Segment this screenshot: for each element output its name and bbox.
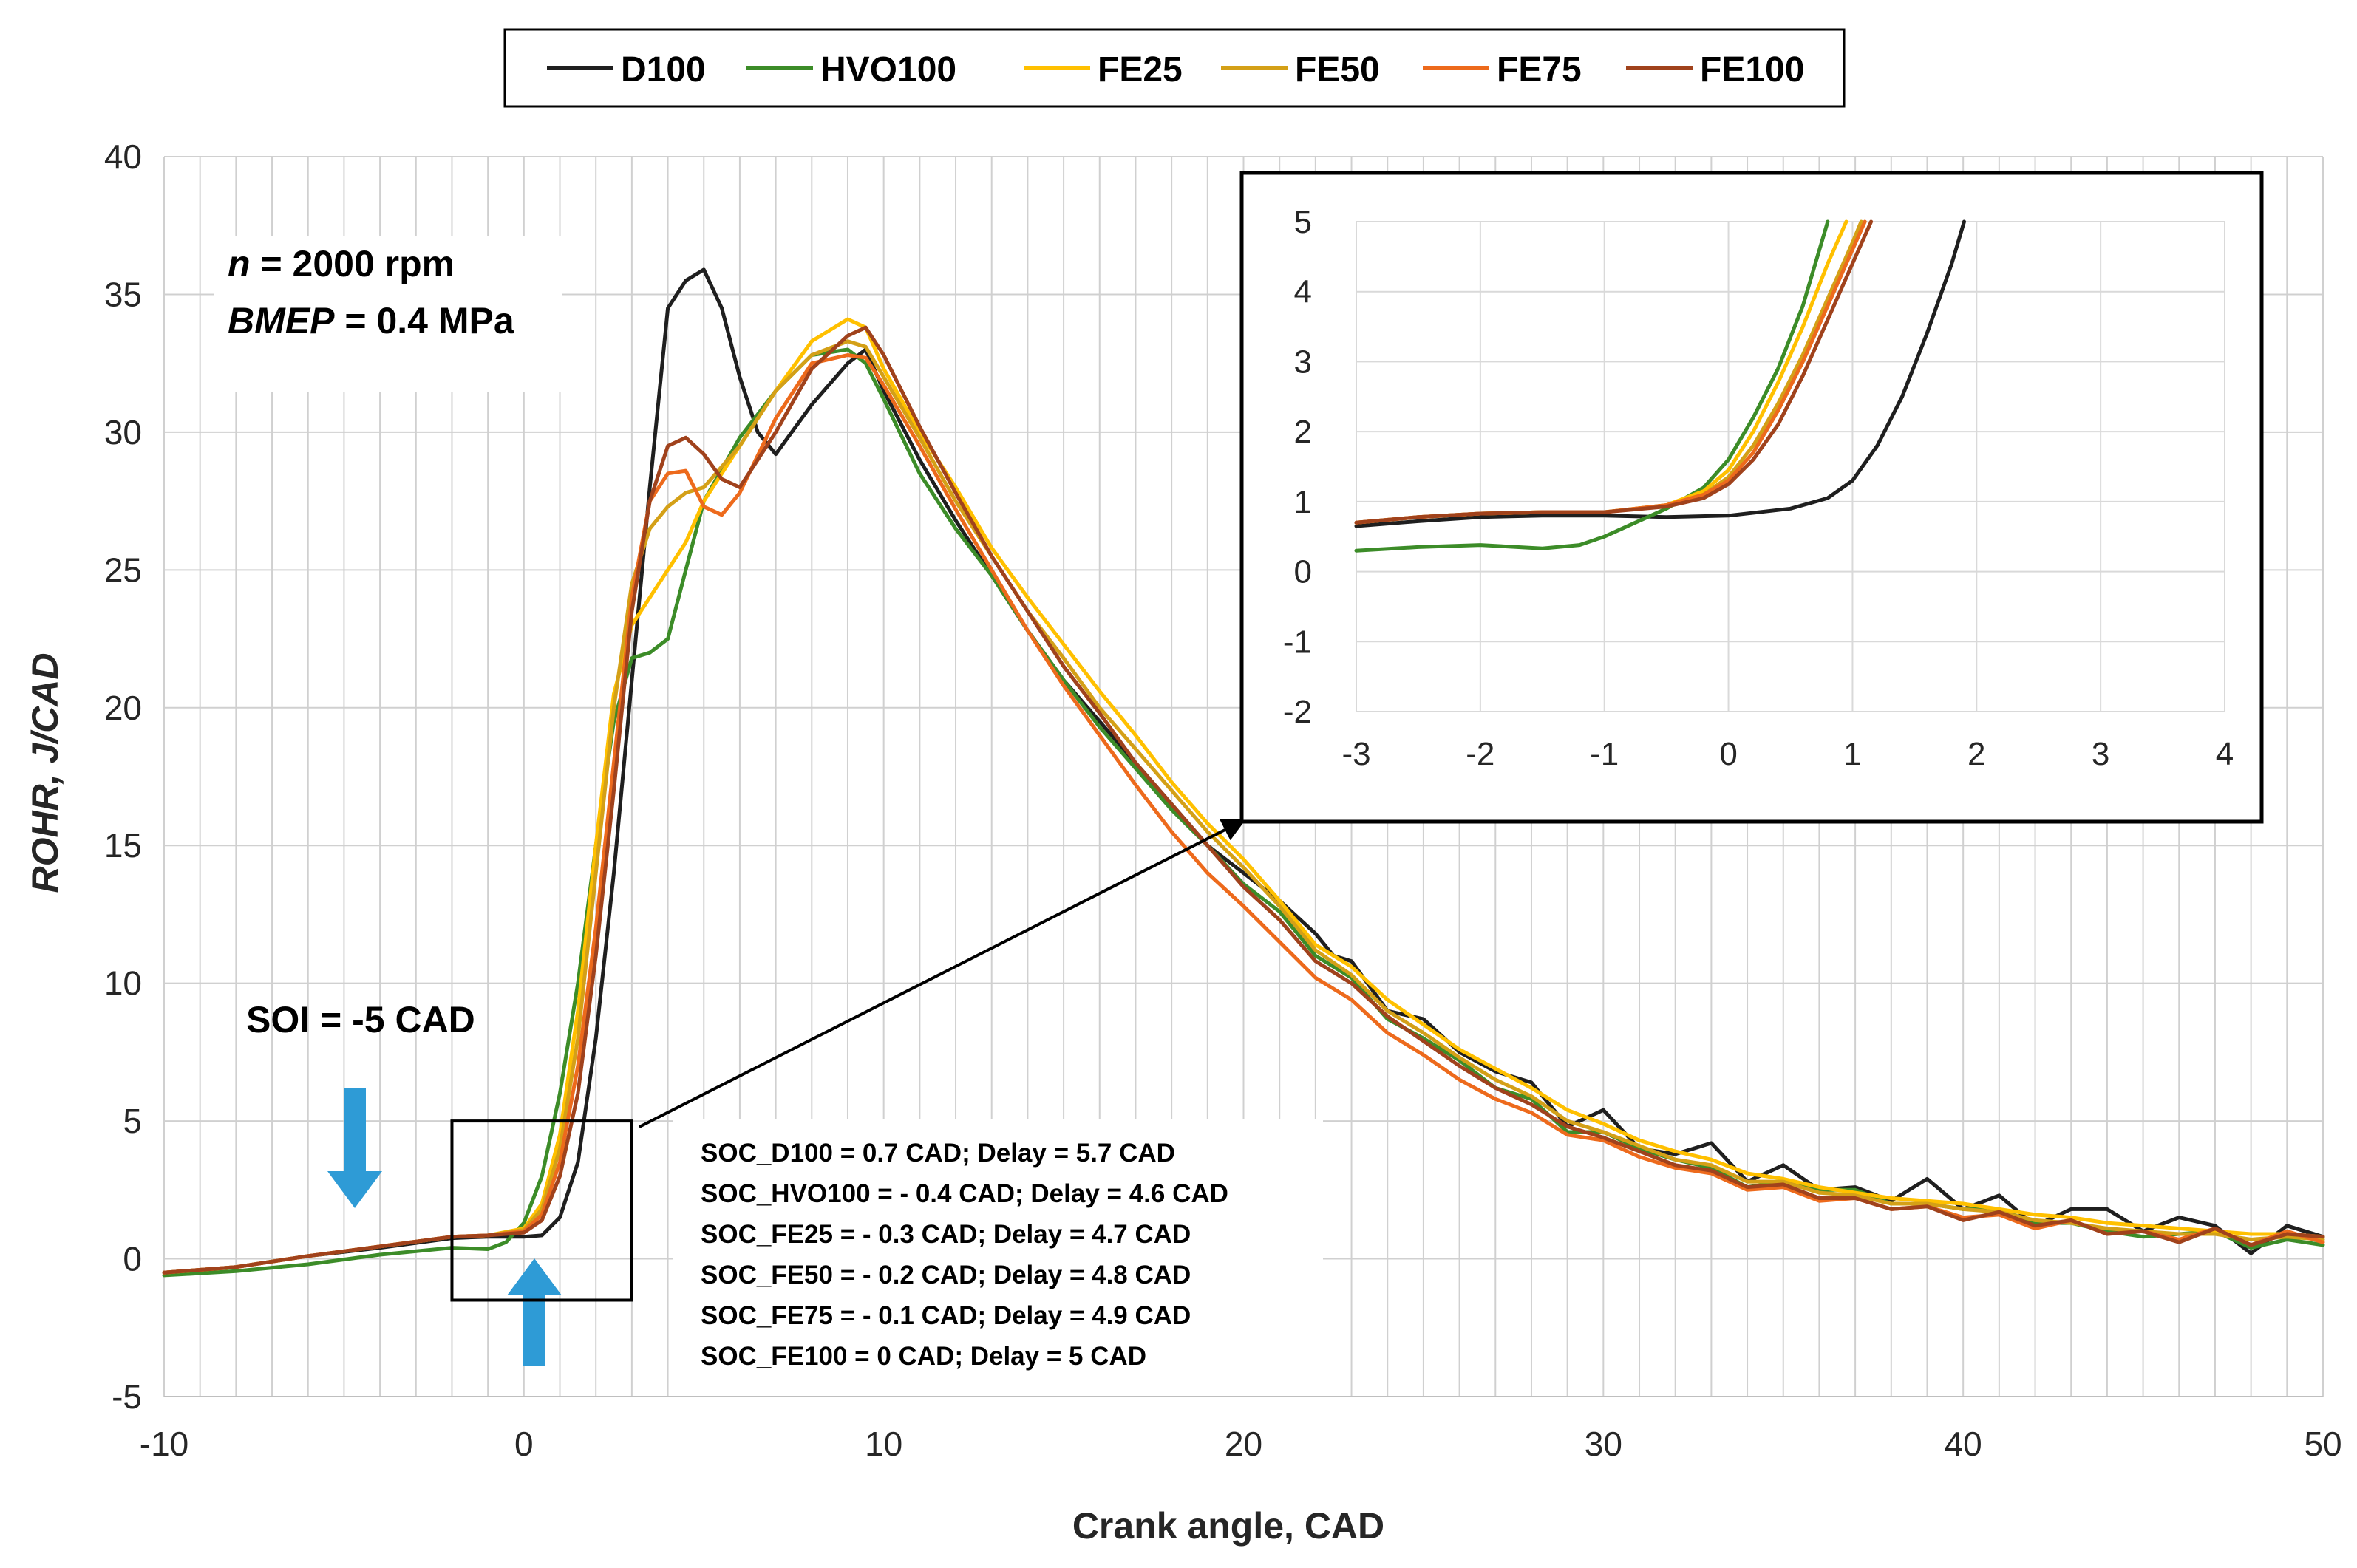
x-axis-label: Crank angle, CAD — [1072, 1505, 1384, 1547]
x-tick-label: 40 — [1945, 1425, 1982, 1463]
soc-line-3: SOC_FE50 = - 0.2 CAD; Delay = 4.8 CAD — [701, 1261, 1191, 1289]
soc-up-arrow-icon — [507, 1258, 562, 1366]
y-tick-label: 0 — [123, 1240, 142, 1278]
conditions-line-1: n = 2000 rpm — [228, 243, 455, 284]
conditions-var-2: BMEP — [228, 300, 335, 341]
inset-x-tick-label: -3 — [1341, 736, 1370, 772]
inset-x-tick-label: 3 — [2092, 736, 2109, 772]
y-tick-label: -5 — [112, 1377, 142, 1416]
conditions-var-1: n — [228, 243, 251, 284]
inset-series-line-d100 — [1354, 219, 1966, 528]
legend: D100 HVO100 FE25 FE50 FE75 FE100 — [503, 28, 1846, 108]
series-line-fe50 — [162, 339, 2325, 1275]
x-tick-label: 0 — [514, 1425, 534, 1463]
x-tick-label: 30 — [1585, 1425, 1622, 1463]
y-tick-label: 10 — [104, 964, 142, 1003]
inset-y-tick-label: 1 — [1294, 484, 1312, 520]
inset-frame — [1239, 171, 2264, 824]
series-lines — [162, 267, 2325, 1278]
y-axis-label: ROHR, J/CAD — [24, 652, 66, 893]
soc-delay-list: SOC_D100 = 0.7 CAD; Delay = 5.7 CAD SOC_H… — [701, 1139, 1228, 1371]
inset-x-tick-label: -2 — [1466, 736, 1494, 772]
legend-label-fe75: FE75 — [1497, 50, 1582, 89]
inset-y-tick-label: 5 — [1294, 204, 1312, 240]
x-tick-label: 20 — [1225, 1425, 1262, 1463]
conditions-line-2: BMEP = 0.4 MPa — [228, 300, 515, 341]
inset-x-tick-label: 1 — [1843, 736, 1861, 772]
annotations: n = 2000 rpm BMEP = 0.4 MPa SOI = -5 CAD… — [228, 243, 1246, 1371]
inset-x-tick-label: 4 — [2216, 736, 2234, 772]
legend-box — [503, 28, 1846, 108]
zoom-box — [450, 1119, 633, 1302]
zoom-connector-arrow — [638, 819, 1246, 1128]
x-tick-label: 50 — [2304, 1425, 2341, 1463]
soc-line-0: SOC_D100 = 0.7 CAD; Delay = 5.7 CAD — [701, 1139, 1175, 1168]
inset-y-tick-label: -1 — [1283, 624, 1312, 660]
series-line-fe25 — [162, 317, 2325, 1275]
soc-list-background — [673, 1119, 1323, 1397]
y-tick-label: 40 — [104, 137, 142, 176]
conditions-text-2: = 0.4 MPa — [334, 300, 514, 341]
y-tick-label: 30 — [104, 413, 142, 451]
soi-label: SOI = -5 CAD — [246, 999, 475, 1040]
legend-label-fe25: FE25 — [1098, 50, 1183, 89]
inset-y-tick-label: 4 — [1294, 274, 1312, 310]
inset-x-tick-label: 2 — [1967, 736, 1985, 772]
inset-x-tick-label: -1 — [1590, 736, 1619, 772]
soc-line-5: SOC_FE100 = 0 CAD; Delay = 5 CAD — [701, 1342, 1146, 1371]
series-line-fe100 — [162, 325, 2325, 1275]
y-tick-label: 15 — [104, 826, 142, 865]
inset-series-line-fe100 — [1354, 219, 1874, 525]
annotation-backgrounds — [214, 236, 1323, 1397]
y-tick-label: 35 — [104, 275, 142, 313]
legend-label-fe100: FE100 — [1700, 50, 1804, 89]
inset-x-tick-label: 0 — [1719, 736, 1737, 772]
soc-line-1: SOC_HVO100 = - 0.4 CAD; Delay = 4.6 CAD — [701, 1179, 1228, 1208]
conditions-background — [214, 236, 562, 392]
inset-y-tick-label: 3 — [1294, 344, 1312, 380]
legend-label-hvo100: HVO100 — [820, 50, 956, 89]
inset-y-tick-label: -2 — [1283, 694, 1312, 730]
y-tick-label: 20 — [104, 689, 142, 727]
y-tick-label: 5 — [123, 1102, 142, 1140]
inset-series-line-hvo100 — [1354, 219, 1830, 553]
y-tick-label: 25 — [104, 550, 142, 589]
soc-line-2: SOC_FE25 = - 0.3 CAD; Delay = 4.7 CAD — [701, 1220, 1191, 1249]
soi-down-arrow-icon — [327, 1088, 382, 1208]
legend-label-d100: D100 — [621, 50, 706, 89]
soc-line-4: SOC_FE75 = - 0.1 CAD; Delay = 4.9 CAD — [701, 1301, 1191, 1330]
x-tick-label: 10 — [865, 1425, 902, 1463]
inset-zoom-plot: -3 -2 -1 0 1 2 3 4 -2 -1 0 1 2 3 4 5 — [1239, 171, 2264, 824]
inset-y-tick-label: 0 — [1294, 554, 1312, 590]
inset-y-tick-label: 2 — [1294, 414, 1312, 450]
legend-label-fe50: FE50 — [1295, 50, 1380, 89]
conditions-text-1: = 2000 rpm — [251, 243, 455, 284]
x-tick-label: -10 — [140, 1425, 188, 1463]
